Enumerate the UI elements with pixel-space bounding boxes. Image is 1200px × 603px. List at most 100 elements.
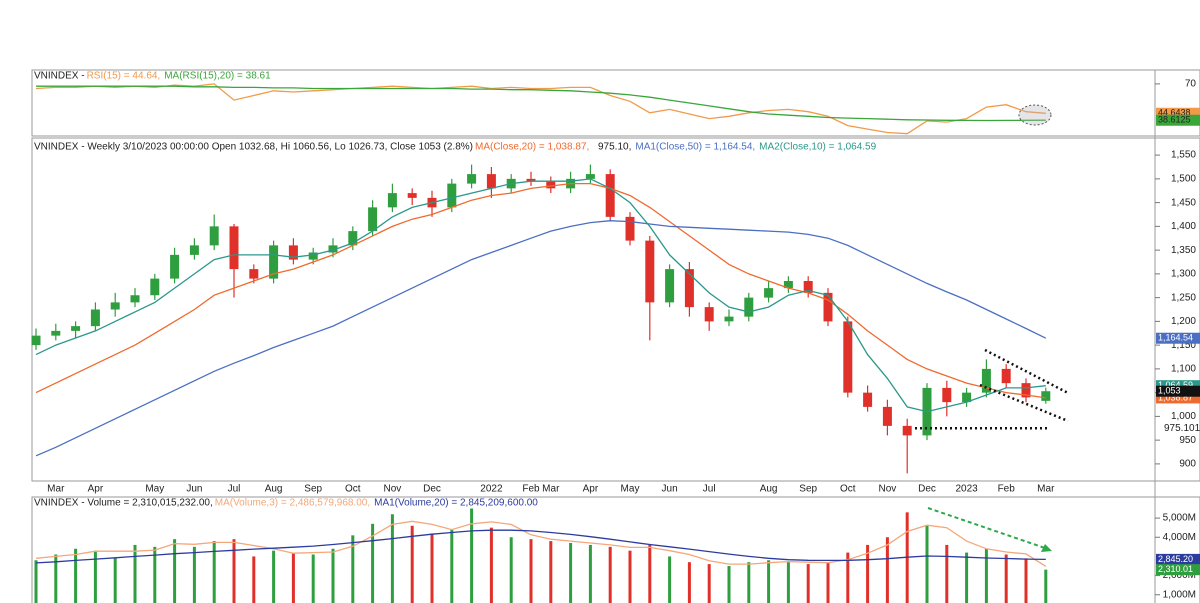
volume-bar [74, 548, 78, 603]
candle-body [229, 226, 239, 270]
volume-bar [371, 523, 375, 603]
candle-body [269, 245, 279, 279]
candle-body [684, 269, 694, 308]
legend-entry: MA1(Volume,20) = 2,845,209,600.00 [374, 498, 538, 509]
candle-body [1041, 391, 1051, 401]
indicator-line [35, 182, 1046, 399]
y-tick-label: 1,450 [1171, 197, 1196, 208]
indicator-line [35, 220, 1047, 457]
volume-bar [113, 558, 117, 603]
x-tick-label: Mar [47, 484, 65, 495]
volume-bar [866, 544, 870, 603]
channel-upper [984, 348, 1069, 395]
value-tag-label: 44.6438 [1158, 108, 1191, 118]
y-tick-label: 1,350 [1171, 245, 1196, 256]
candle-body [764, 288, 774, 298]
legend-entry: MA2(Close,10) = 1,064.59 [759, 142, 876, 153]
candle-body [407, 193, 417, 198]
volume-bar [272, 550, 276, 603]
volume-bar [54, 554, 58, 603]
x-tick-label: Mar [1037, 484, 1055, 495]
candle-body [348, 231, 358, 246]
volume-bar [470, 508, 474, 603]
candle-body [189, 245, 199, 255]
x-tick-label: Jul [703, 484, 716, 495]
rsi-highlight [1018, 104, 1052, 126]
volume-bar [93, 550, 97, 603]
candle-body [1001, 368, 1011, 384]
y-tick-label: 950 [1179, 435, 1196, 446]
volume-bar [668, 556, 672, 603]
value-tag-label: 2,845.20 [1158, 554, 1193, 564]
candle-body [288, 245, 298, 260]
candle-body [328, 245, 338, 253]
y-tick-label: 4,000M [1163, 532, 1196, 543]
x-tick-label: Oct [840, 484, 856, 495]
candle-body [308, 252, 318, 260]
rsi-line [35, 83, 1046, 135]
candle-body [209, 226, 219, 246]
y-tick-label: 1,000 [1171, 411, 1196, 422]
candle-body [71, 326, 81, 331]
candle-body [645, 240, 655, 303]
volume-bar [509, 537, 513, 603]
x-tick-label: Dec [918, 484, 936, 495]
volume-bar [628, 550, 632, 603]
volume-bar [212, 541, 216, 603]
annotations [927, 104, 1069, 552]
volume-bar [173, 539, 177, 603]
volume-bar [331, 548, 335, 603]
x-tick-label: Mar [542, 484, 560, 495]
y-tick-label: 1,200 [1171, 316, 1196, 327]
candle-body [704, 307, 714, 322]
candle-body [368, 207, 378, 232]
candle-body [467, 174, 477, 184]
volume-bar [984, 548, 988, 603]
value-tag [1156, 385, 1200, 397]
volume-bar [153, 546, 157, 603]
volume-bar [648, 544, 652, 603]
candle-body [1021, 383, 1031, 398]
value-tag-label: 2,310.01 [1158, 564, 1193, 574]
candle-body [31, 335, 41, 346]
candle-body [486, 174, 496, 189]
candle-body [665, 269, 675, 303]
candle-body [843, 321, 853, 393]
x-tick-label: Jun [186, 484, 202, 495]
candle-body [546, 181, 556, 189]
candle-body [803, 280, 813, 293]
value-tag-label: 1,038.87 [1158, 392, 1193, 402]
x-tick-label: Nov [879, 484, 897, 495]
volume-bar [133, 544, 137, 603]
x-tick-label: Feb [998, 484, 1016, 495]
x-tick-label: May [621, 484, 640, 495]
volume-bar [351, 535, 355, 603]
volume-bar [529, 539, 533, 603]
value-tag-label: 38.6125 [1158, 115, 1191, 125]
marks: VNINDEX - RSI(15) = 44.64, MA(RSI(15),20)… [31, 71, 1200, 603]
x-tick-label: Jun [662, 484, 678, 495]
candle-body [387, 193, 397, 208]
legend-entry: RSI(15) = 44.64, [87, 71, 161, 82]
value-tag-label: 1,053 [1158, 386, 1181, 396]
x-tick-label: Oct [345, 484, 361, 495]
y-tick-label: 70 [1185, 79, 1197, 90]
volume-bar [192, 546, 196, 603]
candle-body [744, 297, 754, 317]
x-tick-label: Feb [522, 484, 540, 495]
volume-bar [450, 529, 454, 603]
x-tick-label: Apr [88, 484, 104, 495]
y-tick-label: 5,000M [1163, 513, 1196, 524]
value-tag [1156, 564, 1200, 576]
candle-body [110, 302, 120, 310]
panel-header: VNINDEX - [34, 71, 85, 82]
price-panel [31, 137, 1200, 482]
indicator-line [35, 178, 1046, 413]
x-tick-label: May [145, 484, 164, 495]
volume-bar [806, 564, 810, 603]
x-tick-label: Apr [583, 484, 599, 495]
y-tick-label: 1,000M [1163, 589, 1196, 600]
candle-body [447, 183, 457, 208]
legend-entry: MA(Volume,3) = 2,486,579,968.00, [215, 498, 370, 509]
